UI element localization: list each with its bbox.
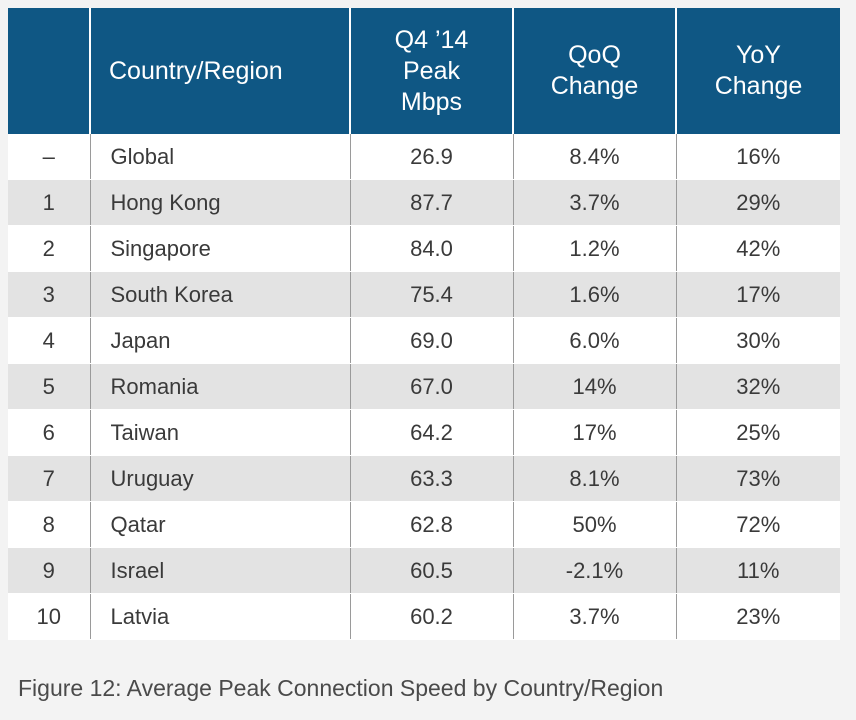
qoq-change-cell: 6.0% bbox=[513, 317, 677, 364]
rank-cell: 9 bbox=[8, 547, 91, 594]
table-row: 5 Romania 67.0 14% 32% bbox=[8, 363, 840, 410]
header-yoy-text: YoY Change bbox=[714, 41, 803, 100]
country-cell: Uruguay bbox=[90, 455, 351, 502]
rank-cell: 2 bbox=[8, 225, 91, 272]
qoq-change-cell: -2.1% bbox=[513, 547, 677, 594]
rank-cell: 7 bbox=[8, 455, 91, 502]
table-row: 3 South Korea 75.4 1.6% 17% bbox=[8, 271, 840, 318]
qoq-change-cell: 3.7% bbox=[513, 593, 677, 640]
yoy-change-cell: 23% bbox=[676, 593, 840, 640]
table-row: 10 Latvia 60.2 3.7% 23% bbox=[8, 593, 840, 640]
header-peak-mbps: Q4 ’14 Peak Mbps bbox=[350, 8, 514, 134]
table-row: 1 Hong Kong 87.7 3.7% 29% bbox=[8, 179, 840, 226]
country-cell: Romania bbox=[90, 363, 351, 410]
table-row: – Global 26.9 8.4% 16% bbox=[8, 134, 840, 180]
rank-cell: 1 bbox=[8, 179, 91, 226]
peak-mbps-cell: 26.9 bbox=[350, 134, 514, 180]
qoq-change-cell: 1.2% bbox=[513, 225, 677, 272]
country-cell: Qatar bbox=[90, 501, 351, 548]
header-yoy-change: YoY Change bbox=[676, 8, 840, 134]
yoy-change-cell: 72% bbox=[676, 501, 840, 548]
peak-mbps-cell: 60.5 bbox=[350, 547, 514, 594]
qoq-change-cell: 14% bbox=[513, 363, 677, 410]
yoy-change-cell: 17% bbox=[676, 271, 840, 318]
rank-cell: 4 bbox=[8, 317, 91, 364]
qoq-change-cell: 3.7% bbox=[513, 179, 677, 226]
table-row: 8 Qatar 62.8 50% 72% bbox=[8, 501, 840, 548]
header-peak-text: Q4 ’14 Peak Mbps bbox=[394, 25, 469, 116]
qoq-change-cell: 8.1% bbox=[513, 455, 677, 502]
table-row: 6 Taiwan 64.2 17% 25% bbox=[8, 409, 840, 456]
yoy-change-cell: 25% bbox=[676, 409, 840, 456]
country-cell: Japan bbox=[90, 317, 351, 364]
peak-mbps-cell: 67.0 bbox=[350, 363, 514, 410]
table-row: 2 Singapore 84.0 1.2% 42% bbox=[8, 225, 840, 272]
country-cell: Israel bbox=[90, 547, 351, 594]
qoq-change-cell: 8.4% bbox=[513, 134, 677, 180]
peak-mbps-cell: 75.4 bbox=[350, 271, 514, 318]
header-row: Country/Region Q4 ’14 Peak Mbps QoQ Chan… bbox=[8, 8, 840, 134]
rank-cell: 3 bbox=[8, 271, 91, 318]
figure-caption: Figure 12: Average Peak Connection Speed… bbox=[18, 675, 664, 701]
country-cell: Singapore bbox=[90, 225, 351, 272]
table-row: 9 Israel 60.5 -2.1% 11% bbox=[8, 547, 840, 594]
yoy-change-cell: 16% bbox=[676, 134, 840, 180]
peak-mbps-cell: 63.3 bbox=[350, 455, 514, 502]
peak-mbps-cell: 87.7 bbox=[350, 179, 514, 226]
rank-cell: 5 bbox=[8, 363, 91, 410]
peak-mbps-cell: 84.0 bbox=[350, 225, 514, 272]
country-cell: Hong Kong bbox=[90, 179, 351, 226]
table-row: 4 Japan 69.0 6.0% 30% bbox=[8, 317, 840, 364]
rank-cell: 10 bbox=[8, 593, 91, 640]
table-row: 7 Uruguay 63.3 8.1% 73% bbox=[8, 455, 840, 502]
peak-mbps-cell: 69.0 bbox=[350, 317, 514, 364]
hatch-corner-cell bbox=[8, 8, 91, 134]
table-body: – Global 26.9 8.4% 16% 1 Hong Kong 87.7 3.7% 29% 2… bbox=[8, 134, 840, 640]
peak-mbps-cell: 62.8 bbox=[350, 501, 514, 548]
yoy-change-cell: 11% bbox=[676, 547, 840, 594]
header-qoq-text: QoQ Change bbox=[550, 41, 639, 100]
qoq-change-cell: 50% bbox=[513, 501, 677, 548]
yoy-change-cell: 32% bbox=[676, 363, 840, 410]
country-cell: Latvia bbox=[90, 593, 351, 640]
yoy-change-cell: 29% bbox=[676, 179, 840, 226]
qoq-change-cell: 1.6% bbox=[513, 271, 677, 318]
country-cell: Global bbox=[90, 134, 351, 180]
header-country: Country/Region bbox=[90, 8, 351, 134]
rank-cell: 6 bbox=[8, 409, 91, 456]
peak-mbps-cell: 60.2 bbox=[350, 593, 514, 640]
country-cell: South Korea bbox=[90, 271, 351, 318]
speed-table: Country/Region Q4 ’14 Peak Mbps QoQ Chan… bbox=[8, 8, 840, 640]
header-qoq-change: QoQ Change bbox=[513, 8, 677, 134]
rank-cell: 8 bbox=[8, 501, 91, 548]
country-cell: Taiwan bbox=[90, 409, 351, 456]
yoy-change-cell: 42% bbox=[676, 225, 840, 272]
rank-cell: – bbox=[8, 134, 91, 180]
yoy-change-cell: 30% bbox=[676, 317, 840, 364]
qoq-change-cell: 17% bbox=[513, 409, 677, 456]
yoy-change-cell: 73% bbox=[676, 455, 840, 502]
peak-mbps-cell: 64.2 bbox=[350, 409, 514, 456]
